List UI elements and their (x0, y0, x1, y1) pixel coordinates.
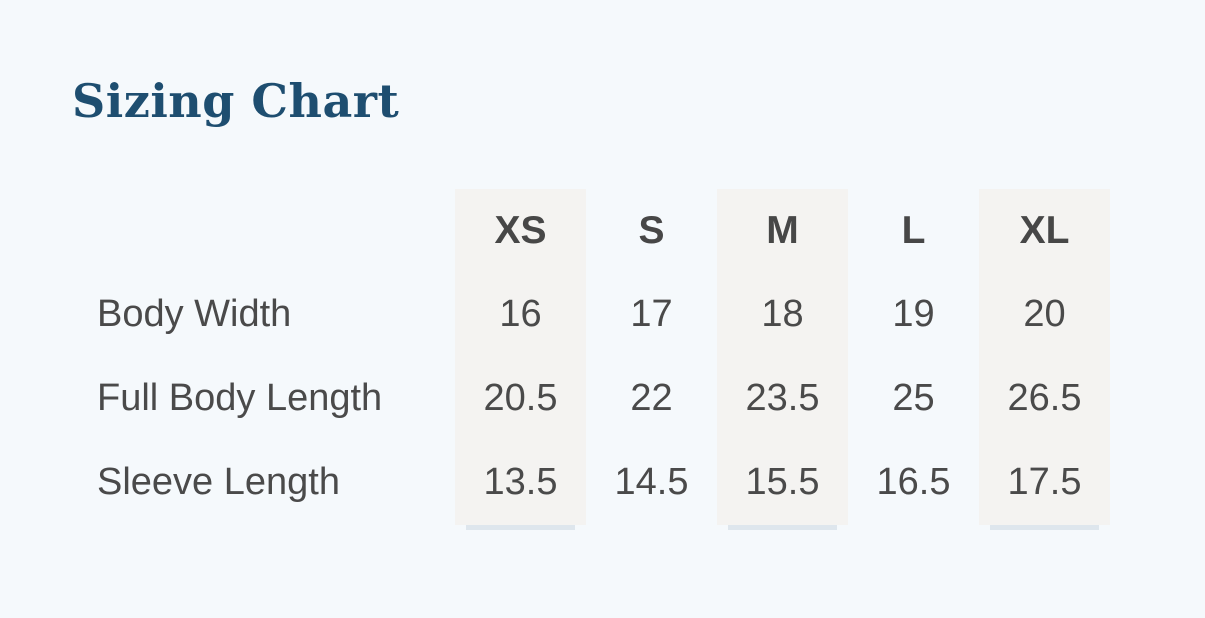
row-label: Full Body Length (97, 377, 383, 420)
cell-full-body-length-m: 23.5 (717, 356, 848, 441)
cell-sleeve-length-xs: 13.5 (455, 440, 586, 525)
column-header-xl: XL (979, 188, 1110, 273)
cell-sleeve-length-m: 15.5 (717, 440, 848, 525)
cell-sleeve-length-l: 16.5 (876, 461, 951, 504)
cell-sleeve-length-s: 14.5 (614, 461, 689, 504)
cell-body-width-xl: 20 (979, 272, 1110, 357)
sizing-table: XS S M L XL Body Width 16 17 18 19 20 Fu… (97, 188, 1110, 525)
cell-full-body-length-xs: 20.5 (455, 356, 586, 441)
cell-body-width-l: 19 (892, 293, 935, 336)
table-row-full-body-length: Full Body Length 20.5 22 23.5 25 26.5 (97, 356, 1110, 441)
page-title: Sizing Chart (72, 74, 400, 128)
cell-body-width-xs: 16 (455, 272, 586, 357)
column-header-s: S (638, 208, 665, 252)
cell-body-width-s: 17 (630, 293, 673, 336)
row-label: Body Width (97, 293, 292, 336)
corner-cell (97, 189, 455, 273)
header-row: XS S M L XL (97, 188, 1110, 273)
row-label: Sleeve Length (97, 461, 340, 504)
column-header-xs: XS (455, 188, 586, 273)
cell-full-body-length-l: 25 (892, 377, 935, 420)
column-header-m: M (717, 188, 848, 273)
cell-full-body-length-xl: 26.5 (979, 356, 1110, 441)
cell-full-body-length-s: 22 (630, 377, 673, 420)
column-header-l: L (901, 208, 926, 252)
cell-sleeve-length-xl: 17.5 (979, 440, 1110, 525)
table-row-body-width: Body Width 16 17 18 19 20 (97, 272, 1110, 357)
table-row-sleeve-length: Sleeve Length 13.5 14.5 15.5 16.5 17.5 (97, 440, 1110, 525)
cell-body-width-m: 18 (717, 272, 848, 357)
